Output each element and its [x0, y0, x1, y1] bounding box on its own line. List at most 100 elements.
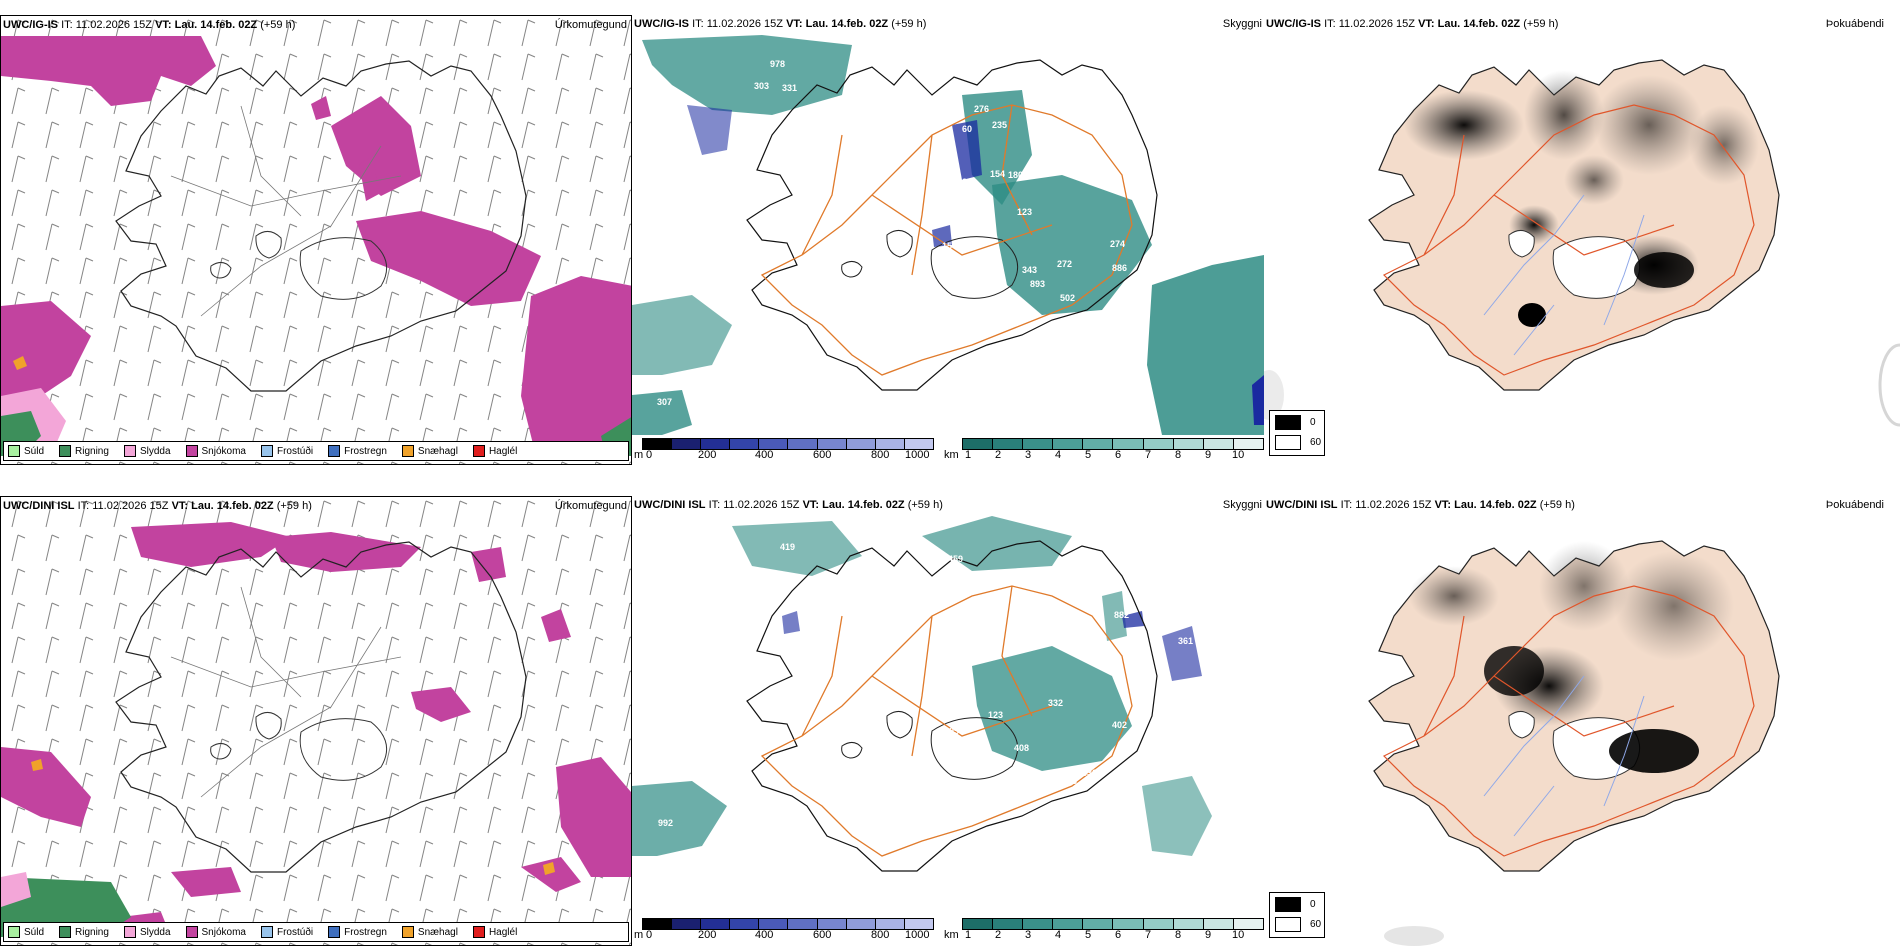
legend-item: Frostúði	[260, 445, 313, 457]
colorbar-tick: 7	[1145, 449, 1152, 461]
colorbar-tick: 1000	[905, 929, 930, 941]
colorbar-tick: 400	[755, 929, 774, 941]
cloud-label: 29	[782, 142, 792, 152]
cloud-label: 882	[1114, 610, 1129, 620]
cloud-label: 307	[657, 397, 672, 407]
panel-title: UWC/IG-IS IT: 11.02.2026 15Z VT: Lau. 14…	[1266, 18, 1559, 30]
colorbar-tick: 6	[1115, 929, 1122, 941]
cloud-label: 408	[1014, 743, 1029, 753]
colorbar-tick: 0	[646, 929, 653, 941]
colorbar-unit: km	[944, 449, 959, 461]
colorbar-tick: 800	[871, 929, 890, 941]
cloud-label: 331	[782, 83, 797, 93]
legend-item: Slydda	[123, 445, 171, 457]
panel-bottom-cloud: 419 459 882 361 332 402 605 123 408 530 …	[632, 496, 1264, 946]
cloud-label: 332	[1048, 698, 1063, 708]
colorbar-tick: 8	[1175, 449, 1182, 461]
fog-legend: 0 60	[1269, 410, 1325, 456]
variable-title: Skyggni	[1222, 499, 1262, 511]
legend-item: Haglél	[472, 926, 517, 938]
panel-title: UWC/DINI ISL IT: 11.02.2026 15Z VT: Lau.…	[3, 500, 312, 512]
precip-type-legend: Súld Rigning Slydda Snjókoma Frostúði Fr…	[3, 441, 629, 461]
cloud-label: 154	[942, 241, 957, 251]
legend-item: Rigning	[59, 445, 109, 457]
colorbar-tick: 1	[965, 449, 972, 461]
road-network	[1382, 104, 1755, 376]
colorbar-tick: 7	[1145, 929, 1152, 941]
cloud-value-labels: 978 303 331 29 533 276 60 235 154 180 36…	[657, 59, 1127, 407]
river-network	[1483, 675, 1645, 837]
colorbar-tick: 400	[755, 449, 774, 461]
cloud-label: 60	[962, 124, 972, 134]
cloud-label: 180	[1008, 170, 1023, 180]
cloud-colorbars: m 0 200 400 600 800 1000 km 1 2 3 4 5 6 …	[632, 918, 1264, 941]
colorbar-tick: 9	[1205, 929, 1212, 941]
cloud-label: 533	[940, 107, 955, 117]
cloud-label: 419	[780, 542, 795, 552]
variable-title: Þokuábendi	[1825, 18, 1884, 30]
cloud-label: 893	[1030, 279, 1045, 289]
colorbar-tick: 10	[1232, 449, 1245, 461]
colorbar-tick: 2	[995, 449, 1002, 461]
cloud-label: 235	[992, 120, 1007, 130]
cloud-label: 123	[1017, 207, 1032, 217]
legend-item: Snjókoma	[185, 445, 246, 457]
cloud-base-colorbar	[962, 438, 1264, 450]
cloud-top-colorbar	[642, 438, 934, 450]
legend-item: Frostúði	[260, 926, 313, 938]
variable-title: Þokuábendi	[1825, 499, 1884, 511]
colorbar-tick: 0	[646, 449, 653, 461]
panel-top-precip-type: UWC/IG-IS IT: 11.02.2026 15Z VT: Lau. 14…	[0, 15, 632, 465]
road-network	[760, 585, 1133, 857]
colorbar-unit: km	[944, 929, 959, 941]
colorbar-tick: 10	[1232, 929, 1245, 941]
cloud-value-labels: 419 459 882 361 332 402 605 123 408 530 …	[658, 542, 1193, 828]
fog-legend-value: 60	[1310, 437, 1322, 448]
cloud-label: 343	[1022, 265, 1037, 275]
panel-title: UWC/DINI ISL IT: 11.02.2026 15Z VT: Lau.…	[1266, 499, 1575, 511]
cloud-label: 502	[1060, 293, 1075, 303]
precip-type-map	[1, 16, 631, 464]
panel-title: UWC/IG-IS IT: 11.02.2026 15Z VT: Lau. 14…	[634, 18, 927, 30]
iceland-coastline	[115, 60, 527, 392]
legend-item: Súld	[8, 445, 44, 457]
colorbar-tick: 4	[1055, 449, 1062, 461]
cloud-top-colorbar	[642, 918, 934, 930]
colorbar-tick: 200	[698, 929, 717, 941]
cloud-base-colorbar	[962, 918, 1264, 930]
legend-item: Snjókoma	[185, 926, 246, 938]
cloud-label: 530	[1082, 768, 1097, 778]
fog-legend-value: 60	[1310, 919, 1322, 930]
fog-legend-value: 0	[1310, 899, 1316, 910]
precip-type-map	[1, 497, 631, 945]
colorbar-tick: 6	[1115, 449, 1122, 461]
colorbar-tick: 5	[1085, 929, 1092, 941]
colorbar-tick: 1000	[905, 449, 930, 461]
cloud-label: 886	[1112, 263, 1127, 273]
colorbar-tick: 2	[995, 929, 1002, 941]
snow-area	[331, 96, 421, 196]
legend-item: Snæhagl	[401, 926, 458, 938]
cloud-label: 606	[1062, 776, 1077, 786]
legend-item: Snæhagl	[401, 445, 458, 457]
panel-bottom-precip-type: UWC/DINI ISL IT: 11.02.2026 15Z VT: Lau.…	[0, 496, 632, 946]
colorbar-tick: 3	[1025, 449, 1032, 461]
cloud-label: 276	[974, 104, 989, 114]
cloud-map: 978 303 331 29 533 276 60 235 154 180 36…	[632, 35, 1264, 435]
colorbar-tick: 200	[698, 449, 717, 461]
legend-item: Slydda	[123, 926, 171, 938]
cloud-label: 978	[770, 59, 785, 69]
cloud-label: 992	[658, 818, 673, 828]
cloud-label: 272	[1057, 259, 1072, 269]
panel-title: UWC/IG-IS IT: 11.02.2026 15Z VT: Lau. 14…	[3, 19, 296, 31]
panel-title: UWC/DINI ISL IT: 11.02.2026 15Z VT: Lau.…	[634, 499, 943, 511]
cloud-label: 459	[948, 554, 963, 564]
cloud-label: 154	[990, 169, 1005, 179]
colorbar-tick: 800	[871, 449, 890, 461]
legend-item: Súld	[8, 926, 44, 938]
iceland-coastline	[115, 541, 527, 873]
cloud-label: 123	[988, 710, 1003, 720]
variable-title: Skyggni	[1222, 18, 1262, 30]
fog-map	[1264, 59, 1900, 427]
precip-type-legend: Súld Rigning Slydda Snjókoma Frostúði Fr…	[3, 922, 629, 942]
